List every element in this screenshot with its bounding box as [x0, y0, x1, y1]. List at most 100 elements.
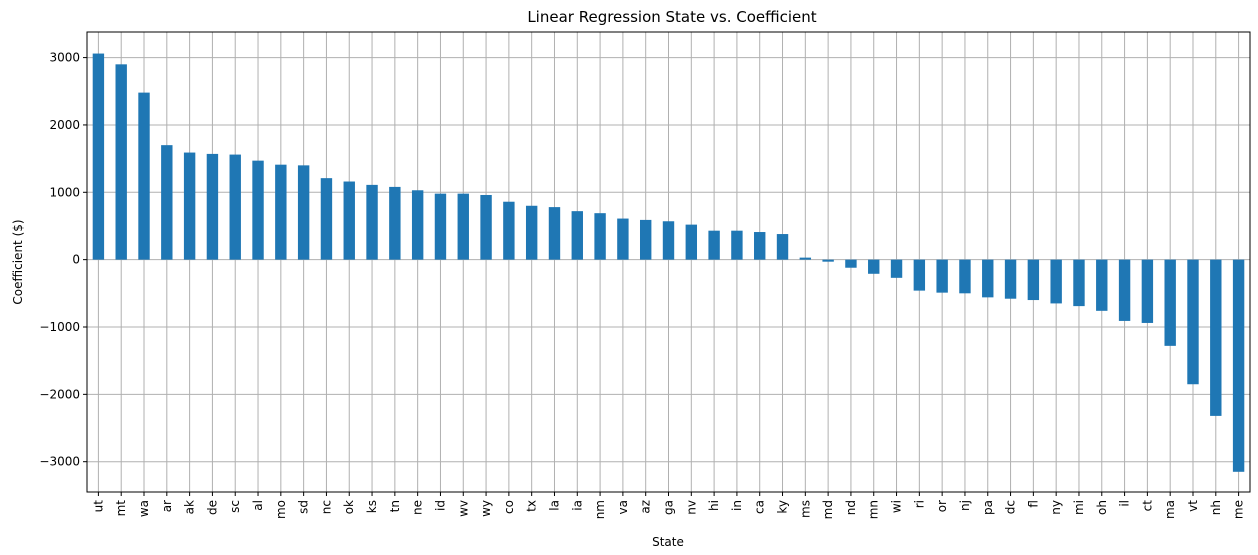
x-tick-label-ak: ak [183, 500, 197, 514]
bar-me [1232, 259, 1245, 472]
x-tick-label-ut: ut [91, 500, 105, 513]
bar-nc [320, 178, 333, 260]
x-tick-label-va: va [616, 500, 630, 514]
bar-ks [366, 184, 378, 260]
bar-md [822, 259, 834, 262]
x-tick-label-co: co [502, 500, 516, 514]
bar-tn [389, 186, 401, 260]
x-tick-label-az: az [639, 500, 653, 514]
y-axis-label: Coefficient ($) [11, 219, 25, 304]
x-tick-label-id: id [433, 500, 447, 511]
x-tick-label-ks: ks [365, 500, 379, 513]
x-tick-label-wy: wy [479, 500, 493, 517]
x-tick-label-vt: vt [1186, 500, 1200, 512]
x-tick-label-wv: wv [456, 500, 470, 517]
bar-il [1118, 259, 1131, 321]
x-axis-ticks: ut mt wa ar ak de sc al mo sd nc ok ks tn ne id wv wy co tx… [91, 492, 1246, 519]
x-tick-label-mt: mt [114, 500, 128, 517]
x-tick-label-al: al [251, 500, 265, 511]
bar-vt [1187, 259, 1199, 385]
x-tick-label-ok: ok [342, 500, 356, 514]
bar-oh [1096, 259, 1108, 311]
bar-va [617, 218, 629, 260]
x-tick-label-ne: ne [411, 500, 425, 515]
x-tick-label-ar: ar [160, 500, 174, 512]
x-tick-label-fl: fl [1026, 500, 1040, 508]
x-tick-label-ia: ia [570, 500, 584, 511]
x-tick-label-nv: nv [684, 500, 698, 515]
x-tick-label-wi: wi [890, 500, 904, 513]
x-tick-label-ms: ms [798, 500, 812, 518]
bar-fl [1027, 259, 1040, 301]
y-tick-label: −1000 [39, 320, 80, 334]
y-tick-label: −3000 [39, 455, 80, 469]
bar-ky [776, 234, 789, 260]
chart-title: Linear Regression State vs. Coefficient [527, 8, 816, 26]
y-tick-label: 3000 [49, 51, 80, 65]
y-tick-label: 1000 [49, 185, 80, 199]
bar-ga [662, 221, 675, 260]
x-tick-label-wa: wa [137, 500, 151, 517]
grid-lines [87, 32, 1250, 492]
x-tick-label-la: la [547, 500, 561, 511]
x-tick-label-dc: dc [1004, 500, 1018, 514]
bar-ak [183, 152, 196, 260]
x-tick-label-nc: nc [319, 500, 333, 514]
bar-ia [571, 211, 583, 260]
x-tick-label-ct: ct [1140, 500, 1154, 512]
bar-nm [594, 213, 606, 260]
x-tick-label-nh: nh [1209, 500, 1223, 515]
bar-ms [799, 257, 812, 260]
x-tick-label-tx: tx [525, 500, 539, 512]
bar-mo [275, 164, 287, 260]
bar-nh [1210, 259, 1222, 416]
bar-ut [92, 53, 105, 260]
bar-ar [161, 145, 173, 260]
bar-ma [1164, 259, 1176, 346]
x-tick-label-de: de [205, 500, 219, 515]
x-tick-label-mi: mi [1072, 500, 1086, 515]
x-tick-label-ca: ca [753, 500, 767, 514]
bar-wv [457, 193, 469, 260]
bar-wa [138, 92, 150, 260]
bar-ne [411, 190, 424, 260]
bar-la [548, 207, 561, 260]
x-tick-label-sc: sc [228, 500, 242, 513]
bar-nv [685, 224, 698, 260]
x-tick-label-nd: nd [844, 500, 858, 515]
bar-sc [229, 154, 241, 260]
bar-pa [982, 259, 994, 298]
bar-ri [913, 259, 926, 291]
bar-wi [890, 259, 903, 278]
bar-id [434, 193, 447, 260]
y-tick-label: 0 [72, 253, 80, 267]
bar-ca [754, 232, 766, 260]
bars [92, 53, 1245, 472]
x-tick-label-mn: mn [867, 500, 881, 519]
bar-mi [1073, 259, 1085, 307]
bar-in [731, 230, 743, 260]
x-tick-label-ri: ri [912, 500, 926, 508]
x-tick-label-nj: nj [958, 500, 972, 511]
bar-co [503, 201, 515, 260]
bar-ny [1050, 259, 1062, 304]
x-tick-label-nm: nm [593, 500, 607, 519]
x-tick-label-ky: ky [776, 500, 790, 514]
x-tick-label-me: me [1232, 500, 1246, 519]
x-tick-label-oh: oh [1095, 500, 1109, 515]
y-tick-label: −2000 [39, 387, 80, 401]
x-tick-label-md: md [821, 500, 835, 519]
bar-tx [525, 205, 538, 260]
x-tick-label-hi: hi [707, 500, 721, 511]
bar-mt [115, 64, 127, 260]
x-axis-label: State [652, 535, 684, 549]
x-tick-label-ga: ga [662, 500, 676, 515]
y-tick-label: 2000 [49, 118, 80, 132]
bar-wy [480, 194, 492, 260]
x-tick-label-in: in [730, 500, 744, 511]
bar-az [639, 219, 652, 260]
x-tick-label-tn: tn [388, 500, 402, 512]
y-axis-ticks: −3000 −2000 −1000 0 1000 2000 3000 [39, 51, 87, 469]
bar-al [252, 160, 264, 260]
